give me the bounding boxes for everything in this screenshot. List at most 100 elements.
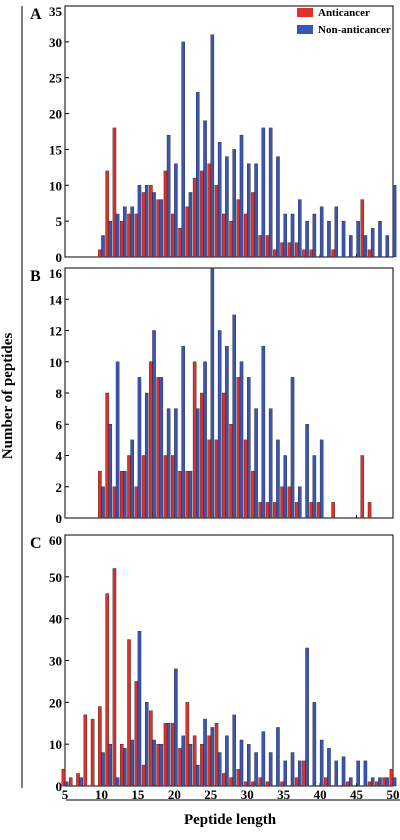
y-tick-label: 2 [56,480,63,495]
bar-non-anticancer [188,192,193,258]
y-tick-label: 4 [56,449,63,464]
bar-anticancer [273,502,277,519]
x-tick-label: 30 [241,787,254,802]
bar-non-anticancer [195,764,200,787]
bar-non-anticancer [195,408,200,519]
bar-anticancer [367,502,372,519]
bar-non-anticancer [225,156,229,258]
bar-anticancer [280,242,284,258]
bar-anticancer [280,486,284,519]
bar-non-anticancer [159,199,164,258]
bar-anticancer [170,723,175,787]
bar-non-anticancer [261,127,266,258]
legend-swatch-anticancer [297,8,313,17]
bar-anticancer [127,639,131,787]
bar-anticancer [134,213,139,258]
x-tick-labels: 5 10 15 20 25 30 35 40 45 50 [62,787,400,802]
bar-anticancer [273,249,277,258]
bar-anticancer [61,769,66,787]
x-tick-label: 5 [62,787,69,802]
bar-anticancer [141,455,146,519]
bar-anticancer [294,242,299,258]
bar-non-anticancer [283,760,288,787]
bar-anticancer [105,170,109,258]
bar-non-anticancer [174,163,178,258]
bar-non-anticancer [349,235,353,258]
bar-non-anticancer [247,743,251,787]
bar-anticancer [229,220,233,258]
bar-non-anticancer [203,120,207,258]
bar-non-anticancer [152,330,156,519]
bar-non-anticancer [210,267,215,519]
bar-non-anticancer [290,213,295,258]
bar-non-anticancer [247,163,251,258]
bar-non-anticancer [247,377,251,519]
bar-non-anticancer [283,455,288,519]
bar-anticancer [258,777,263,787]
bar-anticancer [280,781,284,787]
bar-non-anticancer [312,213,317,258]
bar-anticancer [258,235,263,258]
panel-letter: B [30,268,41,285]
y-tick-label: 6 [56,417,63,432]
bar-anticancer [170,455,175,519]
bar-anticancer [112,486,117,519]
bar-non-anticancer [159,743,164,787]
bar-non-anticancer [363,760,368,787]
bar-anticancer [185,470,190,519]
bar-non-anticancer [188,470,193,519]
bar-anticancer [382,777,386,787]
bar-anticancer [105,593,109,787]
bar-non-anticancer [232,314,236,519]
bar-anticancer [251,192,255,258]
bar-anticancer [316,502,321,519]
y-tick-label: 20 [49,695,62,710]
bar-anticancer [178,228,182,258]
bar-non-anticancer [370,777,375,787]
legend-swatch-non-anticancer [297,25,313,34]
bar-non-anticancer [378,777,382,787]
bar-anticancer [134,681,139,787]
bar-non-anticancer [144,392,149,519]
bar-anticancer [243,213,248,258]
bar-non-anticancer [341,220,346,258]
y-tick-label: 30 [49,654,62,669]
bar-non-anticancer [217,330,222,519]
bar-anticancer [200,743,204,787]
bar-anticancer [367,249,372,258]
bar-anticancer [324,777,328,787]
bar-anticancer [309,502,314,519]
y-tick-label: 5 [56,214,63,229]
bar-non-anticancer [225,345,229,519]
bar-non-anticancer [101,486,105,519]
bar-non-anticancer [290,377,295,519]
y-tick-label: 60 [49,533,62,548]
bar-anticancer [98,249,102,258]
bar-non-anticancer [327,748,331,787]
bar-non-anticancer [188,743,193,787]
bar-anticancer [251,470,255,519]
bar-non-anticancer [181,345,185,519]
bar-non-anticancer [115,213,120,258]
bar-anticancer [83,714,88,787]
panel-c: C 0 10 20 30 40 50 60 [30,533,397,794]
y-tick-label: 15 [49,142,63,157]
bar-non-anticancer [341,756,346,787]
bar-anticancer [119,743,124,787]
bar-anticancer [236,377,241,519]
bar-non-anticancer [166,134,171,258]
bar-non-anticancer [174,408,178,519]
x-tick-label: 15 [131,787,145,802]
bar-anticancer [302,760,306,787]
x-tick-label: 20 [168,787,181,802]
bar-anticancer [105,392,109,519]
bar-anticancer [192,735,197,787]
bar-anticancer [331,502,335,519]
x-axis-title: Peptide length [184,812,277,828]
bar-non-anticancer [108,743,113,787]
plot-frame [64,5,394,258]
bar-non-anticancer [378,220,382,258]
bar-non-anticancer [79,777,83,787]
bar-anticancer [360,455,365,519]
bar-non-anticancer [123,748,127,787]
